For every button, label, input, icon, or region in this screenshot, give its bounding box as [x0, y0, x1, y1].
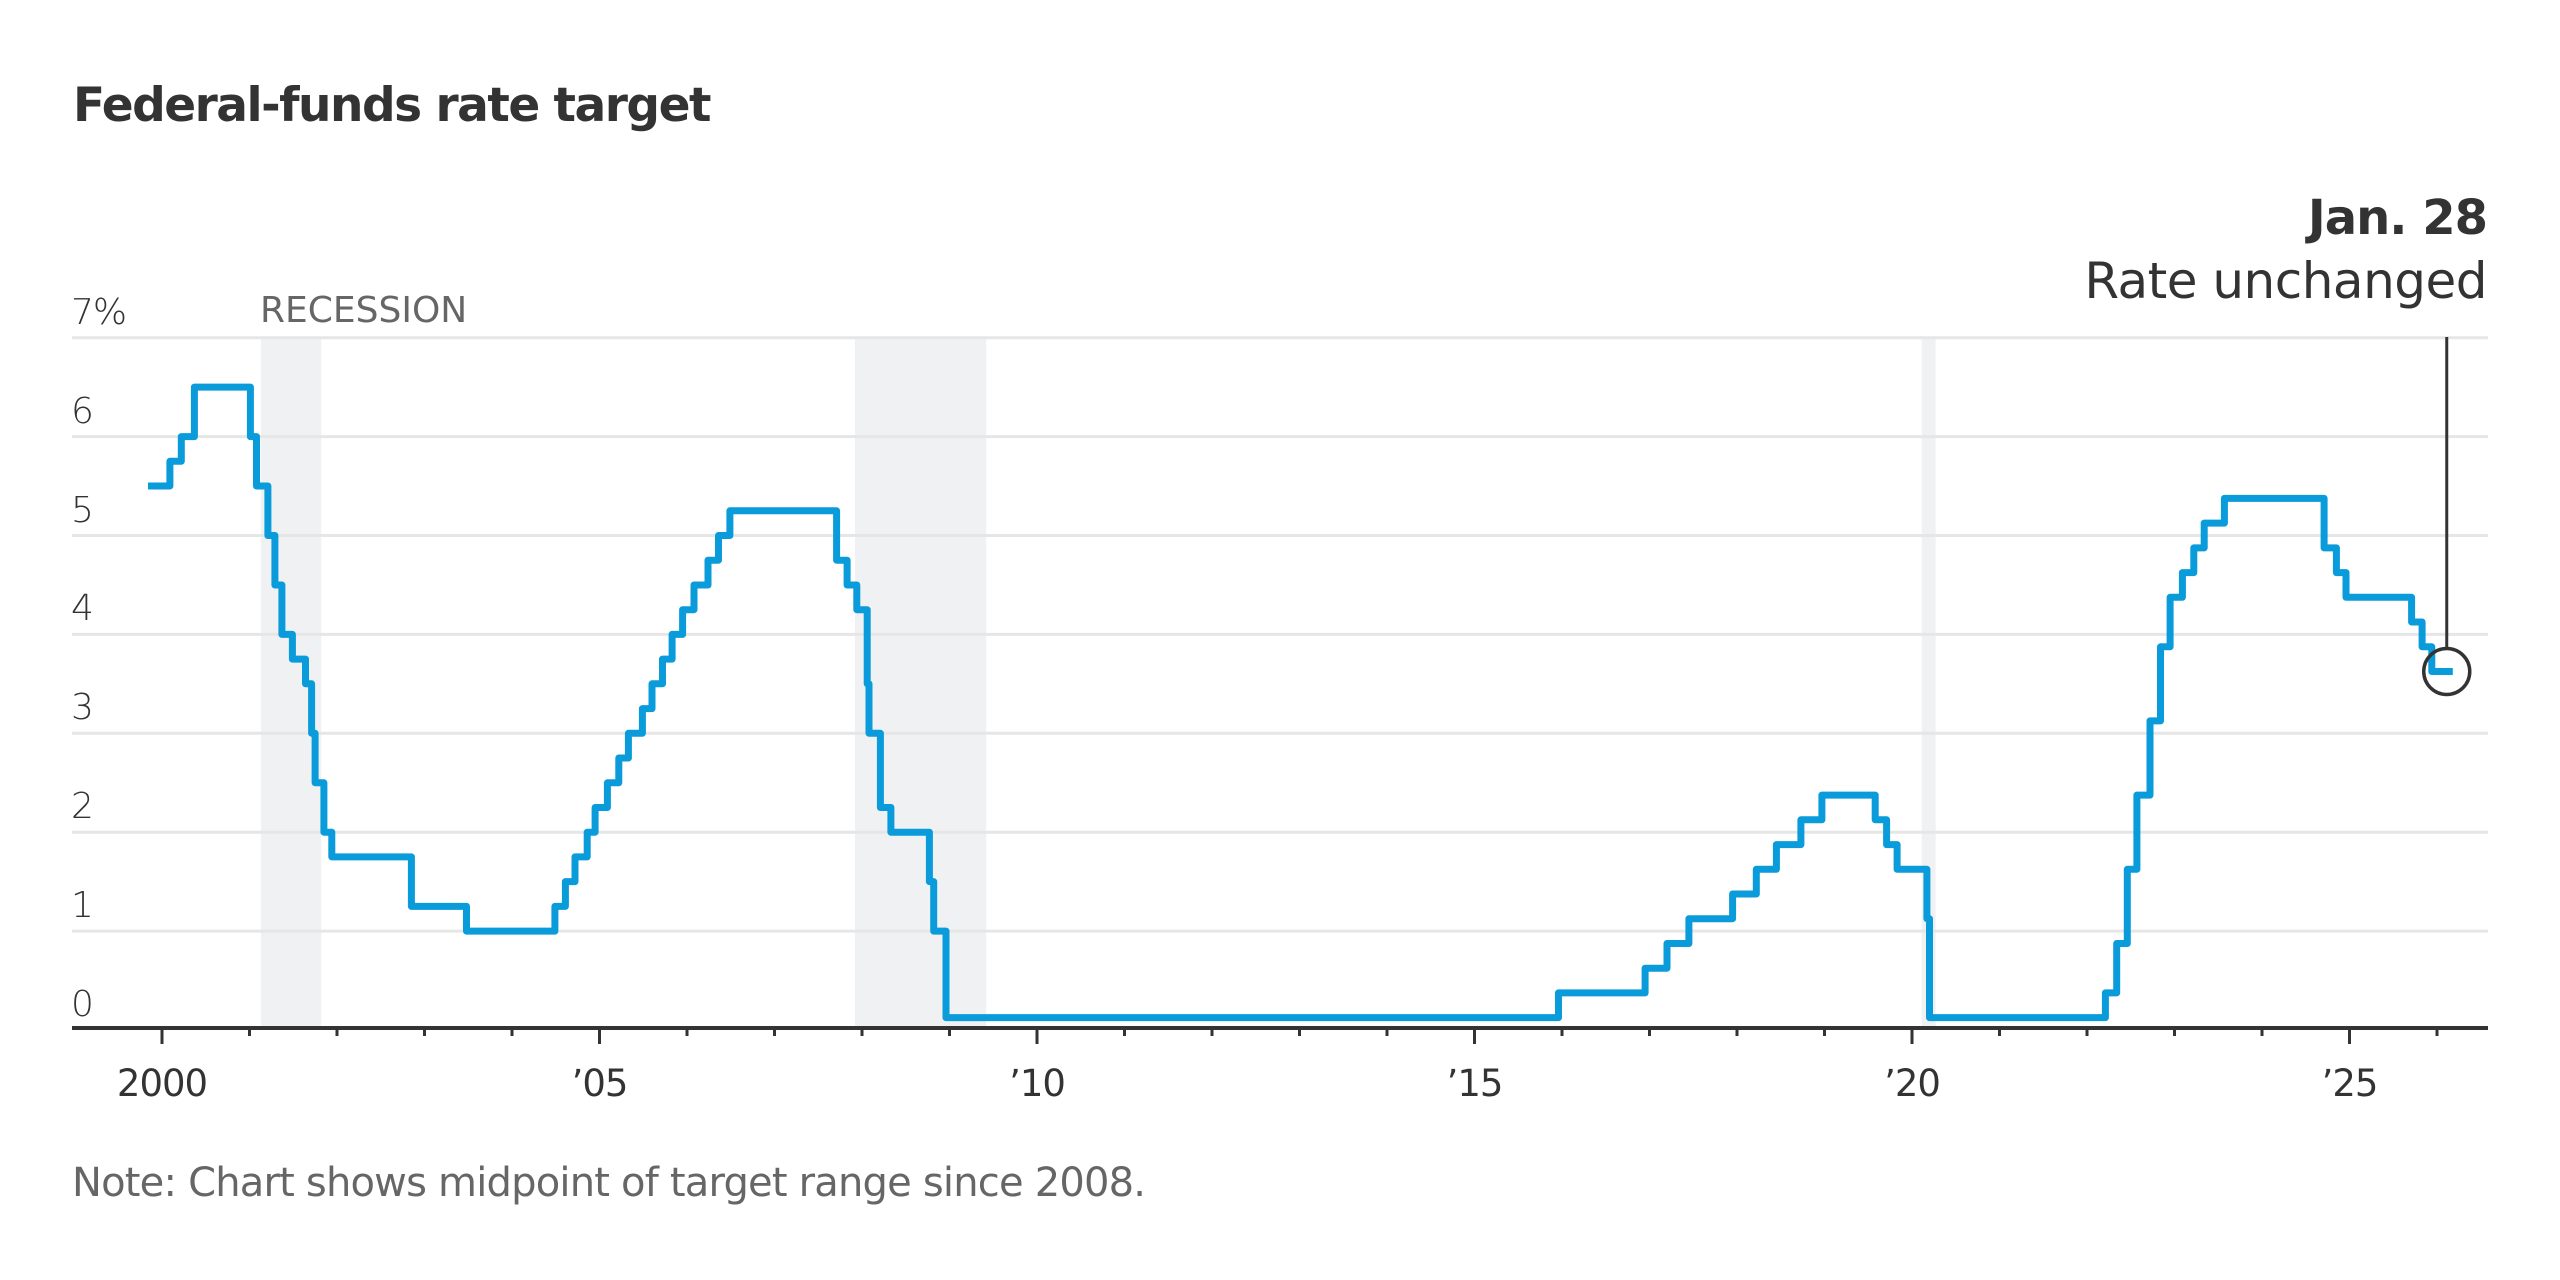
y-tick-label: 6: [71, 390, 94, 432]
y-tick-label: 7%: [71, 291, 127, 333]
chart-note: Note: Chart shows midpoint of target ran…: [72, 1160, 1146, 1206]
recession-label: RECESSION: [260, 290, 468, 331]
x-tick-label: ’05: [571, 1062, 629, 1105]
annotation-marker-circle: [2422, 646, 2472, 697]
x-tick-label: 2000: [116, 1062, 208, 1105]
x-tick-label: ’20: [1884, 1062, 1941, 1105]
rate-line: [148, 383, 2453, 1022]
y-tick-label: 5: [71, 489, 94, 531]
recession-bands: [260, 337, 1936, 1030]
y-tick-label: 4: [71, 588, 94, 630]
y-tick-label: 0: [71, 984, 94, 1025]
recession-band: [855, 337, 987, 1030]
recession-band: [1921, 337, 1936, 1030]
x-tick-label: ’15: [1446, 1062, 1504, 1105]
gridlines: [72, 336, 2488, 933]
x-tick-label: ’10: [1009, 1062, 1066, 1105]
x-tick-label: ’25: [2321, 1062, 2379, 1105]
y-tick-label: 3: [71, 687, 94, 729]
chart-title: Federal-funds rate target: [73, 78, 711, 133]
annotation-date: Jan. 28: [2307, 190, 2488, 246]
y-tick-label: 2: [71, 786, 94, 828]
y-tick-label: 1: [71, 885, 94, 927]
x-axis: [72, 1026, 2488, 1044]
annotation-text: Rate unchanged: [2084, 252, 2487, 310]
